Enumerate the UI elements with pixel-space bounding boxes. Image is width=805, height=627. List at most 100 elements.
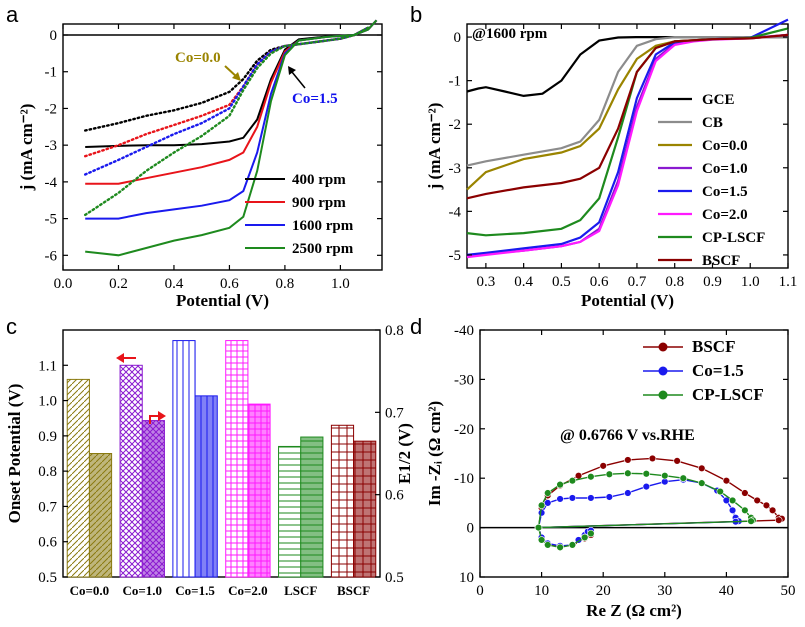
legend-label: GCE <box>702 92 735 108</box>
data-point <box>605 493 614 501</box>
y-tick-label-b: -5 <box>449 248 462 264</box>
y2-tick-label: 0.8 <box>385 323 404 339</box>
panel-c: Co=0.0 Co=1.0 Co=1.5 Co=2.0 LSCF BSCF 0.5 0.6 0.… <box>5 323 414 598</box>
y-tick-label-c: 0.8 <box>38 464 57 480</box>
data-point <box>642 482 651 491</box>
y2-axis-label: E1/2 (V) <box>395 423 414 484</box>
y-tick-label-a: -6 <box>45 248 58 264</box>
series-line <box>466 36 788 167</box>
y-axis-label: j (mA cm⁻²) <box>17 104 36 192</box>
data-point <box>642 470 651 478</box>
y2-tick-label: 0.5 <box>385 570 404 586</box>
x-tick-label-a: 0.2 <box>109 276 128 292</box>
annotation-arrow <box>291 71 306 89</box>
data-point <box>741 489 749 497</box>
x-tick-label-d: 40 <box>719 583 734 599</box>
x-tick-label-b: 1.0 <box>741 274 760 290</box>
y-tick-label-a: -2 <box>45 101 58 117</box>
data-point <box>698 464 706 473</box>
y-tick-label-c: 1.0 <box>38 394 57 410</box>
series-line-dotted <box>84 26 370 217</box>
data-point <box>762 501 771 510</box>
bar-onset <box>278 445 302 578</box>
data-point <box>768 506 777 515</box>
series-line <box>85 19 378 257</box>
x-tick-label-b: 0.3 <box>477 274 496 290</box>
x-tick-label-d: 30 <box>657 583 672 599</box>
x-tick-label-b: 0.7 <box>628 274 647 290</box>
data-point <box>534 523 543 532</box>
x-tick-label-d: 20 <box>596 583 611 599</box>
category-label: BSCF <box>337 583 370 598</box>
data-point <box>624 456 632 464</box>
y-tick-label-b: -2 <box>449 117 462 133</box>
x-tick-label-b: 0.5 <box>552 274 571 290</box>
data-point <box>587 473 595 481</box>
bar-ehalf-fill <box>89 453 112 577</box>
bar-ehalf-fill <box>195 395 218 577</box>
data-point <box>741 506 749 515</box>
data-point <box>568 494 577 502</box>
y2-tick-label: 0.7 <box>385 405 404 421</box>
bar-onset <box>66 378 90 578</box>
category-label: LSCF <box>284 583 317 598</box>
y2-tick-label: 0.6 <box>385 488 404 504</box>
category-label: Co=1.5 <box>175 583 215 598</box>
data-point <box>587 494 595 502</box>
data-point <box>775 516 783 524</box>
plot-frame-a <box>62 23 383 271</box>
annotation-arrowhead <box>232 72 241 81</box>
y-tick-label-d: -20 <box>454 422 474 438</box>
category-label: Co=1.0 <box>122 583 162 598</box>
data-point <box>722 476 731 485</box>
legend-label: Co=0.0 <box>702 138 748 154</box>
data-point <box>587 529 595 538</box>
legend-marker <box>658 366 668 376</box>
panel-letter-c: c <box>6 314 17 339</box>
y-tick-label-d: 0 <box>467 521 475 537</box>
panel-letter-d: d <box>410 314 422 339</box>
annotation-co00: Co=0.0 <box>175 50 221 66</box>
x-tick-label-d: 0 <box>476 583 484 599</box>
x-tick-label-a: 0.0 <box>54 276 73 292</box>
y-tick-label-d: -40 <box>454 323 474 339</box>
data-point <box>568 476 577 485</box>
category-label: Co=0.0 <box>70 583 110 598</box>
legend-marker <box>658 342 668 352</box>
legend-label: CB <box>702 115 723 131</box>
annotation-arrowhead <box>288 66 296 75</box>
x-tick-label-b: 1.1 <box>779 274 798 290</box>
data-point <box>716 487 724 496</box>
data-point <box>605 470 614 478</box>
bar-onset <box>172 340 196 578</box>
y-tick-label-a: 0 <box>50 28 58 44</box>
data-point <box>544 499 552 507</box>
data-point <box>599 462 607 470</box>
series-line-dotted <box>84 26 370 132</box>
y-tick-label-a: -1 <box>45 65 58 81</box>
y-tick-label-b: -1 <box>449 74 462 90</box>
data-point <box>648 454 657 463</box>
data-point <box>556 495 564 503</box>
data-point <box>661 472 669 480</box>
y-tick-label-d: 10 <box>459 570 474 586</box>
panel-letter-b: b <box>410 2 422 27</box>
panel-b-annotation: @1600 rpm <box>472 26 548 42</box>
bar-onset <box>330 424 355 578</box>
right-axis-indicator-arrowhead <box>158 411 166 421</box>
x-tick-label-d: 50 <box>781 583 796 599</box>
x-tick-label-a: 0.6 <box>220 276 239 292</box>
annotation-co15: Co=1.5 <box>292 91 338 107</box>
y-tick-label-c: 0.5 <box>38 570 57 586</box>
x-tick-label-a: 0.8 <box>276 276 295 292</box>
y-tick-label-b: -4 <box>449 204 462 220</box>
data-point <box>624 469 632 477</box>
bar-ehalf-fill <box>300 437 323 577</box>
x-axis-label: Re Z (Ω cm²) <box>586 601 682 620</box>
left-axis-indicator-arrowhead <box>116 353 124 363</box>
x-axis-label: Potential (V) <box>176 291 269 310</box>
plot-frame-c <box>62 329 381 578</box>
legend-label: Co=2.0 <box>702 207 748 223</box>
